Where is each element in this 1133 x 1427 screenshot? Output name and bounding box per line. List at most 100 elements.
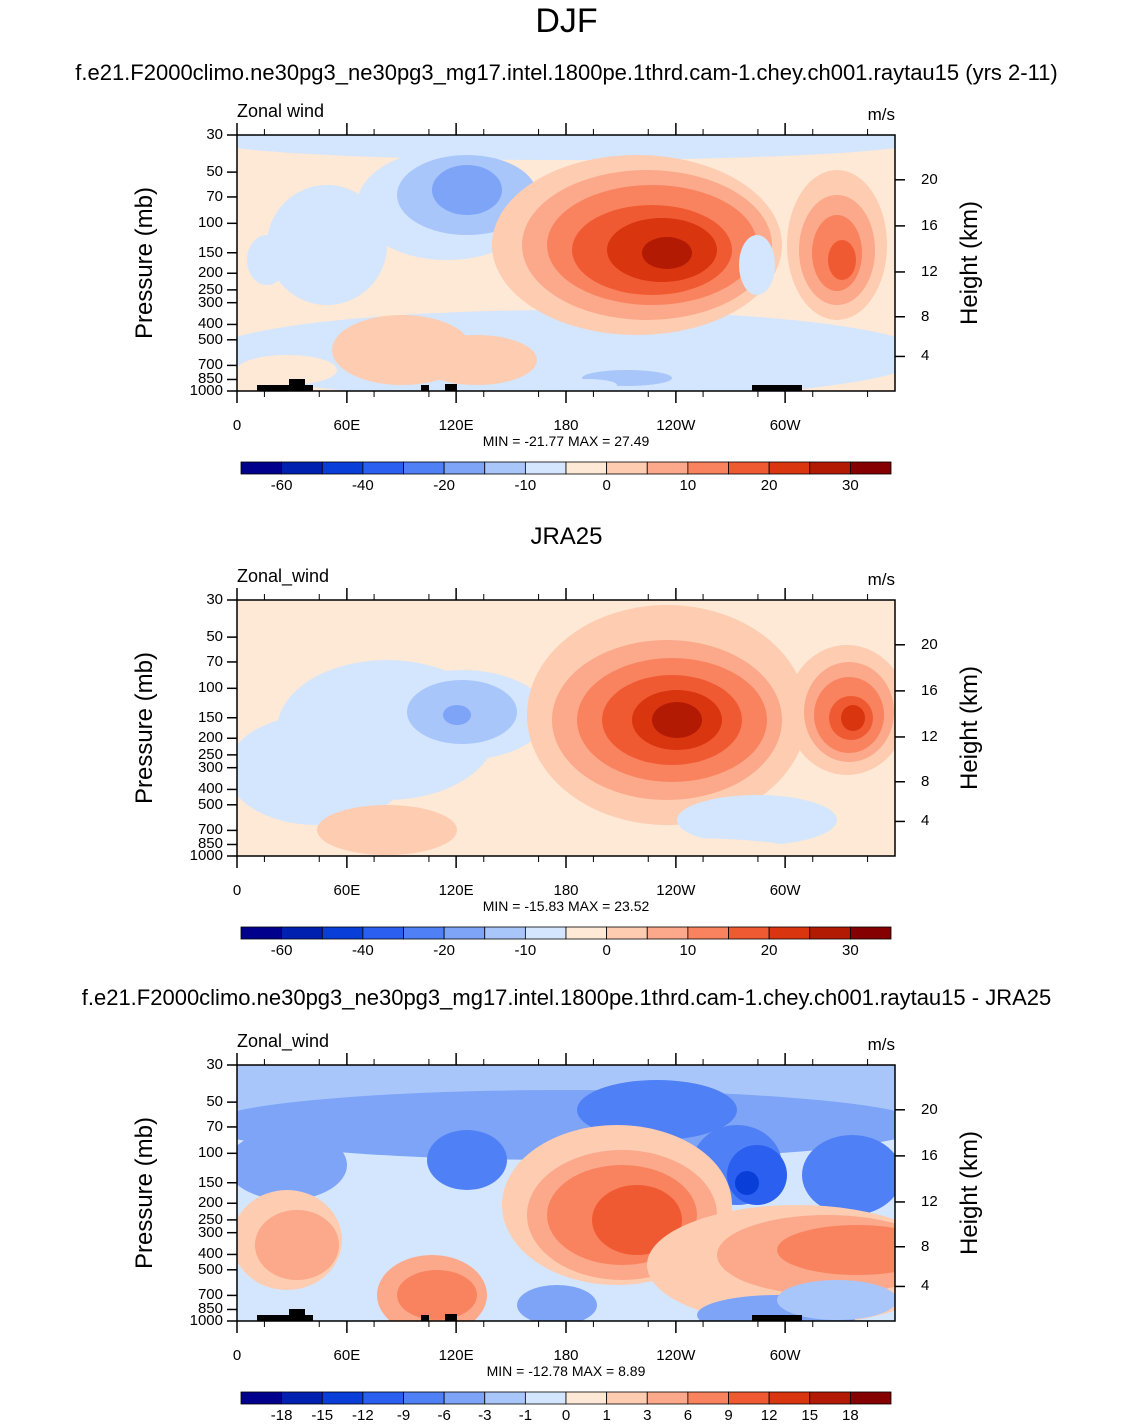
x-tick-label: 120W xyxy=(656,1347,696,1364)
colorbar-label: -1 xyxy=(518,1407,533,1424)
colorbar-swatch xyxy=(321,926,364,940)
height-tick-label: 4 xyxy=(921,1277,930,1295)
pressure-tick-label: 30 xyxy=(206,126,223,143)
contour-region xyxy=(237,715,407,825)
colorbar-swatch xyxy=(362,461,404,475)
height-tick-label: 16 xyxy=(921,681,938,699)
colorbar-swatch xyxy=(524,926,567,940)
colorbar-label: 18 xyxy=(842,1407,859,1424)
pressure-tick-label: 150 xyxy=(197,708,223,726)
colorbar-swatch xyxy=(606,1391,648,1405)
colorbar-swatch xyxy=(768,1391,811,1405)
colorbar-label: -18 xyxy=(270,1407,293,1424)
panel-3 xyxy=(227,1053,905,1405)
height-tick-label: 20 xyxy=(921,1100,938,1118)
topography-mask xyxy=(445,1314,457,1321)
colorbar-label: -60 xyxy=(270,942,293,959)
x-tick-label: 120W xyxy=(656,417,696,434)
colorbar-swatch xyxy=(687,461,729,475)
pressure-tick-label: 400 xyxy=(197,780,223,798)
colorbar-label: 12 xyxy=(760,1407,778,1424)
pressure-tick-label: 70 xyxy=(206,1117,223,1135)
colorbar-label: 15 xyxy=(801,1407,819,1424)
colorbar-swatch xyxy=(687,1391,729,1405)
colorbar-label: -12 xyxy=(352,1407,374,1424)
colorbar-label: 0 xyxy=(602,942,611,959)
x-tick-label: 60E xyxy=(333,417,361,434)
topography-mask xyxy=(257,385,291,391)
colorbar-swatch xyxy=(524,461,567,475)
colorbar-swatch xyxy=(403,926,445,940)
x-tick-label: 180 xyxy=(553,417,579,434)
pressure-tick-label: 250 xyxy=(197,280,223,298)
contour-region xyxy=(677,795,837,845)
colorbar-label: 0 xyxy=(561,1407,571,1424)
contour-region xyxy=(417,335,537,385)
x-tick-label: 120E xyxy=(438,1347,474,1364)
pressure-tick-label: 50 xyxy=(206,628,223,646)
colorbar-swatch xyxy=(321,1391,364,1405)
colorbar-label: 6 xyxy=(683,1407,693,1424)
colorbar-swatch xyxy=(606,461,648,475)
x-tick-label: 0 xyxy=(232,417,242,434)
x-tick-label: 180 xyxy=(553,1347,579,1364)
pressure-tick-label: 200 xyxy=(197,1194,223,1212)
colorbar-swatch xyxy=(443,926,486,940)
colorbar-label: -40 xyxy=(352,942,374,959)
colorbar-swatch xyxy=(768,461,811,475)
pressure-tick-label: 100 xyxy=(197,1144,223,1162)
colorbar-swatch xyxy=(728,926,770,940)
colorbar-label: -10 xyxy=(514,942,537,959)
colorbar-label: 20 xyxy=(760,477,778,494)
colorbar-label: 20 xyxy=(760,942,778,959)
pressure-tick-label: 1000 xyxy=(189,847,223,864)
pressure-tick-label: 400 xyxy=(197,315,223,333)
colorbar-label: 3 xyxy=(643,1407,652,1424)
topography-mask xyxy=(257,1315,291,1321)
colorbar-swatch xyxy=(565,1391,608,1405)
x-tick-label: 120W xyxy=(656,882,696,899)
colorbar-swatch xyxy=(403,1391,445,1405)
colorbar-swatch xyxy=(443,461,486,475)
colorbar-label: -40 xyxy=(352,477,374,494)
colorbar-label: -3 xyxy=(478,1407,492,1424)
contour-region xyxy=(802,1135,895,1215)
colorbar-swatch xyxy=(362,1391,404,1405)
contour-field xyxy=(237,1065,895,1321)
colorbar-label: -6 xyxy=(437,1407,451,1424)
x-tick-label: 60E xyxy=(333,882,361,899)
colorbar-swatch xyxy=(809,1391,851,1405)
colorbar-swatch xyxy=(240,1391,283,1405)
colorbar-label: -60 xyxy=(270,477,293,494)
contour-region xyxy=(237,355,337,385)
colorbar-swatch xyxy=(728,1391,770,1405)
colorbar-swatch xyxy=(240,461,283,475)
colorbar-swatch xyxy=(321,461,364,475)
y-axis-label: Pressure (mb) xyxy=(131,186,158,340)
variable-label: Zonal wind xyxy=(237,101,325,121)
pressure-tick-label: 200 xyxy=(197,264,223,282)
pressure-tick-label: 500 xyxy=(197,795,223,813)
x-tick-label: 60W xyxy=(769,417,801,434)
colorbar-swatch xyxy=(281,461,323,475)
contour-region xyxy=(443,705,471,725)
contour-region xyxy=(727,1145,787,1205)
colorbar-label: 0 xyxy=(602,477,611,494)
colorbar-label: 9 xyxy=(724,1407,733,1424)
height-tick-label: 4 xyxy=(921,347,930,365)
colorbar-swatch xyxy=(240,926,283,940)
pressure-tick-label: 400 xyxy=(197,1245,223,1263)
pressure-tick-label: 1000 xyxy=(189,382,223,399)
contour-region xyxy=(237,135,895,160)
y-axis-label-right: Height (km) xyxy=(956,665,983,791)
colorbar-swatch xyxy=(849,926,892,940)
pressure-tick-label: 700 xyxy=(197,1286,223,1304)
pressure-tick-label: 100 xyxy=(197,679,223,697)
pressure-tick-label: 150 xyxy=(197,243,223,261)
height-tick-label: 8 xyxy=(921,1237,930,1255)
pressure-tick-label: 500 xyxy=(197,1260,223,1278)
pressure-tick-label: 300 xyxy=(197,293,223,311)
topography-mask xyxy=(421,385,429,391)
colorbar-swatch xyxy=(849,1391,892,1405)
topography-mask xyxy=(305,385,313,391)
